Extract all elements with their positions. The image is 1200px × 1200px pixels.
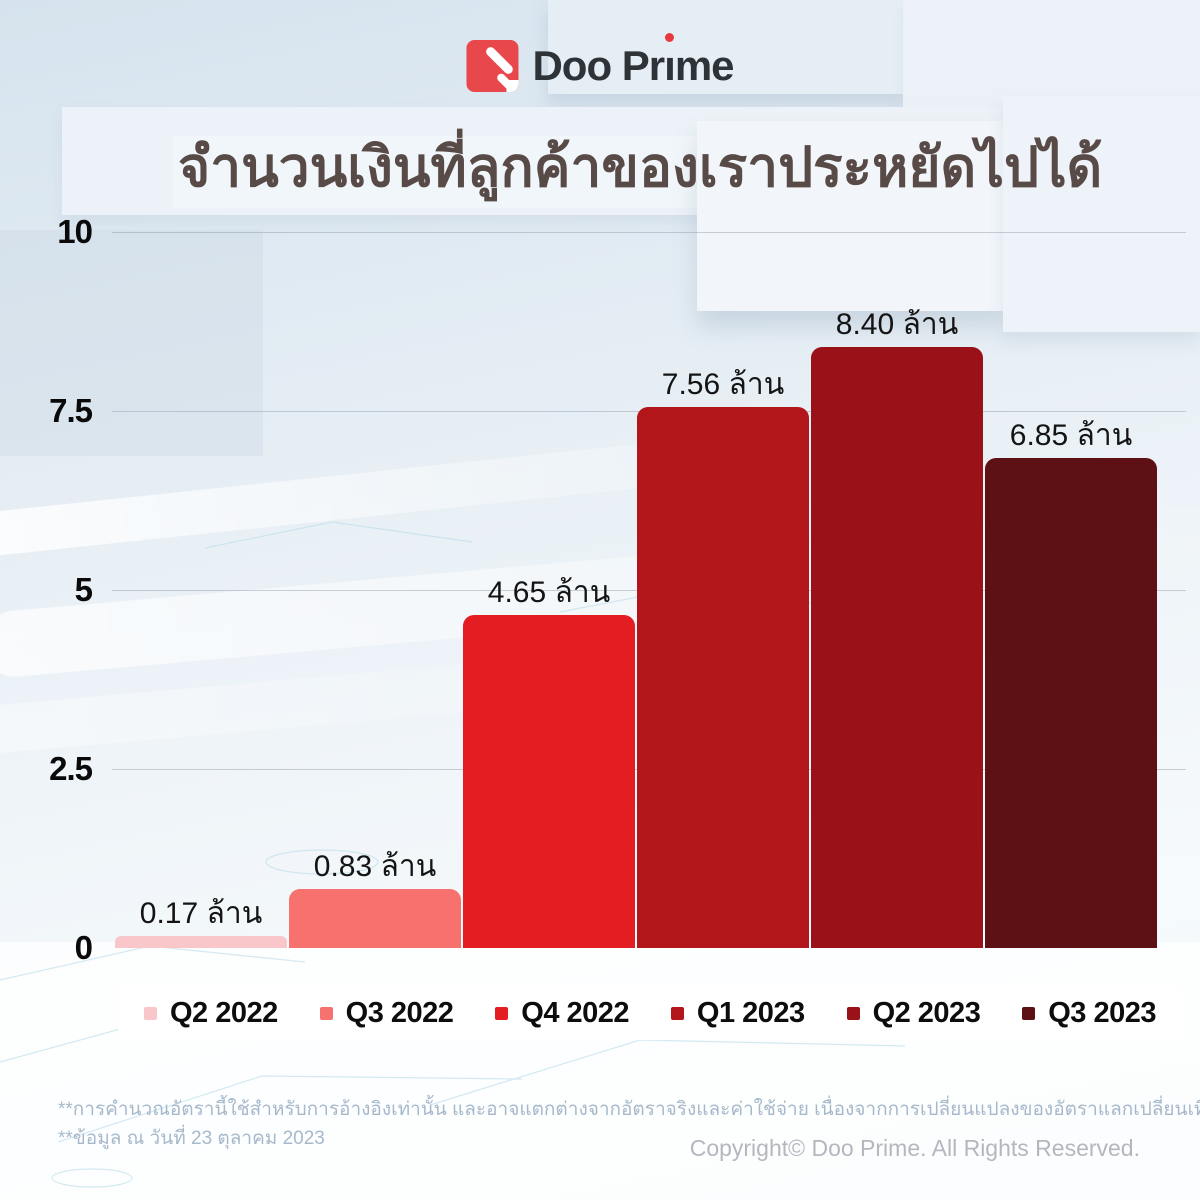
bar bbox=[985, 458, 1157, 948]
legend-label: Q2 2022 bbox=[170, 996, 278, 1029]
legend-swatch-icon bbox=[846, 1006, 860, 1020]
y-axis-tick-label: 7.5 bbox=[49, 392, 93, 429]
bg-panel-center-right bbox=[697, 121, 1005, 311]
y-axis-tick-label: 2.5 bbox=[49, 750, 93, 787]
bg-wall-left bbox=[0, 230, 263, 456]
bg-panel-top-mid bbox=[548, 0, 906, 94]
gridline bbox=[112, 231, 1186, 233]
legend-label: Q3 2023 bbox=[1048, 996, 1156, 1029]
bar bbox=[115, 936, 287, 948]
legend-swatch-icon bbox=[1022, 1006, 1036, 1020]
bar bbox=[811, 347, 983, 948]
legend-swatch-icon bbox=[144, 1006, 157, 1020]
legend-item: Q3 2023 bbox=[1022, 997, 1156, 1030]
bar bbox=[289, 889, 461, 948]
bar bbox=[463, 615, 635, 948]
doo-prime-logo: Doo Pr ı me bbox=[466, 33, 735, 92]
bg-panel-right bbox=[1003, 96, 1200, 332]
logo-letter-i: ı bbox=[664, 33, 676, 90]
bar-value-label: 4.65 ล้าน bbox=[487, 576, 611, 610]
bar-value-label: 0.83 ล้าน bbox=[313, 849, 437, 883]
bg-title-band-inner bbox=[173, 136, 793, 208]
bar bbox=[637, 407, 809, 948]
logo-text-post: me bbox=[674, 42, 735, 89]
legend-swatch-icon bbox=[670, 1006, 684, 1020]
chart-title: จำนวนเงินที่ลูกค้าของเราประหยัดไปได้ bbox=[178, 136, 1103, 198]
footnote-line-1: **การคำนวณอัตรานี้ใช้สำหรับการอ้างอิงเท่… bbox=[58, 1099, 1200, 1120]
legend-item: Q1 2023 bbox=[670, 996, 805, 1030]
y-axis-tick-label: 0 bbox=[74, 929, 93, 966]
y-axis-tick-label: 5 bbox=[74, 571, 93, 608]
legend-label: Q4 2022 bbox=[521, 996, 630, 1029]
footnote-line-2: **ข้อมูล ณ วันที่ 23 ตุลาคม 2023 bbox=[58, 1128, 325, 1149]
legend-item: Q4 2022 bbox=[495, 996, 630, 1030]
legend-item: Q2 2023 bbox=[846, 996, 981, 1030]
copyright-text: Copyright© Doo Prime. All Rights Reserve… bbox=[689, 1135, 1140, 1161]
legend-label: Q2 2023 bbox=[872, 996, 981, 1029]
bg-panel-top-right bbox=[903, 0, 1200, 112]
logo-text-pre: Doo Pr bbox=[532, 42, 665, 89]
bar-value-label: 0.17 ล้าน bbox=[139, 896, 263, 930]
logo-i-dot bbox=[664, 33, 674, 42]
bar-value-label: 8.40 ล้าน bbox=[835, 307, 959, 341]
legend-label: Q1 2023 bbox=[696, 996, 805, 1029]
logo-wordmark: Doo Pr ı me bbox=[532, 33, 735, 90]
bar-value-label: 7.56 ล้าน bbox=[661, 367, 785, 401]
chart-legend: Q2 2022 Q3 2022 Q4 2022 Q1 2023 Q2 2023 Q3 20… bbox=[118, 986, 1182, 1040]
legend-label: Q3 2022 bbox=[345, 996, 454, 1029]
legend-item: Q3 2022 bbox=[319, 996, 454, 1030]
legend-item: Q2 2022 bbox=[144, 997, 278, 1030]
legend-swatch-icon bbox=[495, 1006, 509, 1020]
legend-swatch-icon bbox=[319, 1006, 333, 1020]
y-axis-tick-label: 10 bbox=[57, 213, 93, 250]
bar-value-label: 6.85 ล้าน bbox=[1009, 418, 1133, 452]
doo-prime-logo-icon bbox=[466, 40, 519, 92]
